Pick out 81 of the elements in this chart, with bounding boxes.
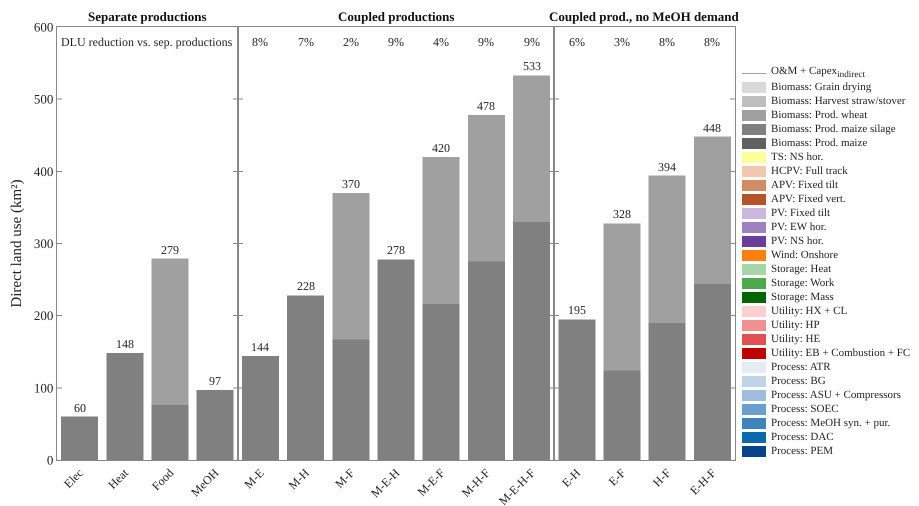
annotation: 9%	[478, 35, 494, 49]
total-label: 60	[74, 401, 86, 415]
x-tick-label: Heat	[105, 465, 132, 492]
legend-label: APV: Fixed vert.	[771, 192, 846, 206]
x-tick-label: M-E	[241, 466, 267, 492]
legend-label: TS: NS hor.	[771, 150, 824, 164]
total-label: 533	[523, 59, 541, 73]
y-tick-label: 100	[34, 380, 54, 396]
y-tick-label: 200	[34, 308, 54, 324]
x-tick-label: E-H	[559, 466, 584, 490]
total-label: 228	[297, 279, 315, 293]
y-tick-label: 400	[34, 164, 54, 179]
legend-label: Utility: HE	[771, 332, 820, 346]
legend-label: Process: MeOH syn. + pur.	[771, 416, 890, 430]
bar	[694, 136, 731, 284]
total-label: 394	[658, 160, 676, 174]
annotation: 7%	[298, 35, 314, 49]
total-label: 148	[116, 337, 134, 351]
bar	[648, 176, 686, 323]
x-tick-label: Elec	[60, 466, 86, 491]
legend-label: Biomass: Prod. maize silage	[771, 122, 896, 136]
bar	[422, 156, 460, 304]
annotation: DLU reduction vs. sep. productions	[61, 35, 233, 49]
annotation: 8%	[252, 35, 268, 49]
legend-label: PV: EW hor.	[771, 220, 827, 234]
total-label: 144	[251, 340, 269, 354]
bar	[513, 75, 550, 222]
legend-label: Biomass: Grain drying	[771, 80, 872, 94]
annotation: 8%	[704, 35, 720, 49]
chart-title: Coupled productions	[338, 9, 454, 24]
annotation: 9%	[388, 35, 404, 49]
total-label: 328	[613, 207, 631, 221]
annotation: 6%	[569, 35, 585, 49]
total-label: 420	[432, 141, 450, 155]
legend-label: APV: Fixed tilt	[771, 178, 838, 192]
legend-label: Process: DAC	[771, 430, 834, 444]
legend-label: Process: BG	[771, 374, 826, 388]
legend-label: O&M + Capex$_{indirect}$	[771, 64, 866, 82]
total-label: 448	[703, 121, 721, 135]
legend-label: Storage: Heat	[771, 262, 832, 276]
legend-label: PV: Fixed tilt	[771, 206, 830, 220]
annotation: 9%	[524, 35, 540, 49]
legend-label: Storage: Work	[771, 276, 834, 290]
total-label: 278	[387, 243, 405, 257]
y-tick-label: 0	[46, 452, 54, 468]
bar	[468, 115, 505, 262]
legend-label: Storage: Mass	[771, 290, 834, 304]
bar	[603, 223, 641, 371]
y-tick-label: 500	[34, 92, 54, 107]
x-tick-label: H-F	[650, 466, 674, 490]
legend-label: Biomass: Harvest straw/stover	[771, 94, 906, 108]
legend-label: HCPV: Full track	[771, 164, 848, 178]
legend-label: Biomass: Prod. maize	[771, 136, 868, 150]
y-tick-label: 600	[34, 20, 54, 35]
legend-label: Utility: HX + CL	[771, 304, 848, 318]
annotation: 8%	[659, 35, 675, 49]
legend-label: Utility: EB + Combustion + FC	[771, 346, 910, 360]
legend-label: Biomass: Prod. wheat	[771, 108, 868, 122]
legend-label: Process: ASU + Compressors	[771, 388, 901, 402]
chart-title: Coupled prod., no MeOH demand	[549, 9, 740, 24]
y-tick-label: 300	[34, 236, 54, 252]
bar	[151, 258, 189, 406]
total-label: 370	[342, 177, 360, 191]
total-label: 195	[568, 303, 586, 317]
legend-label: Process: ATR	[771, 360, 831, 374]
legend-label: Process: SOEC	[771, 402, 839, 416]
chart-title: Separate productions	[88, 9, 207, 24]
total-label: 478	[477, 99, 495, 113]
total-label: 97	[209, 374, 221, 388]
legend-label: Process: PEM	[771, 444, 834, 458]
x-tick-label: M-F	[332, 466, 358, 491]
bar	[332, 192, 370, 340]
annotation: 4%	[433, 35, 449, 49]
x-tick-label: E-F	[606, 466, 629, 488]
annotation: 2%	[343, 35, 359, 49]
legend-label: Wind: Onshore	[771, 248, 838, 262]
legend-label: PV: NS hor.	[771, 234, 824, 248]
legend-label: Utility: HP	[771, 318, 820, 332]
y-axis-title: Direct land use (km²)	[9, 179, 26, 308]
annotation: 3%	[614, 35, 630, 49]
total-label: 279	[161, 243, 179, 257]
